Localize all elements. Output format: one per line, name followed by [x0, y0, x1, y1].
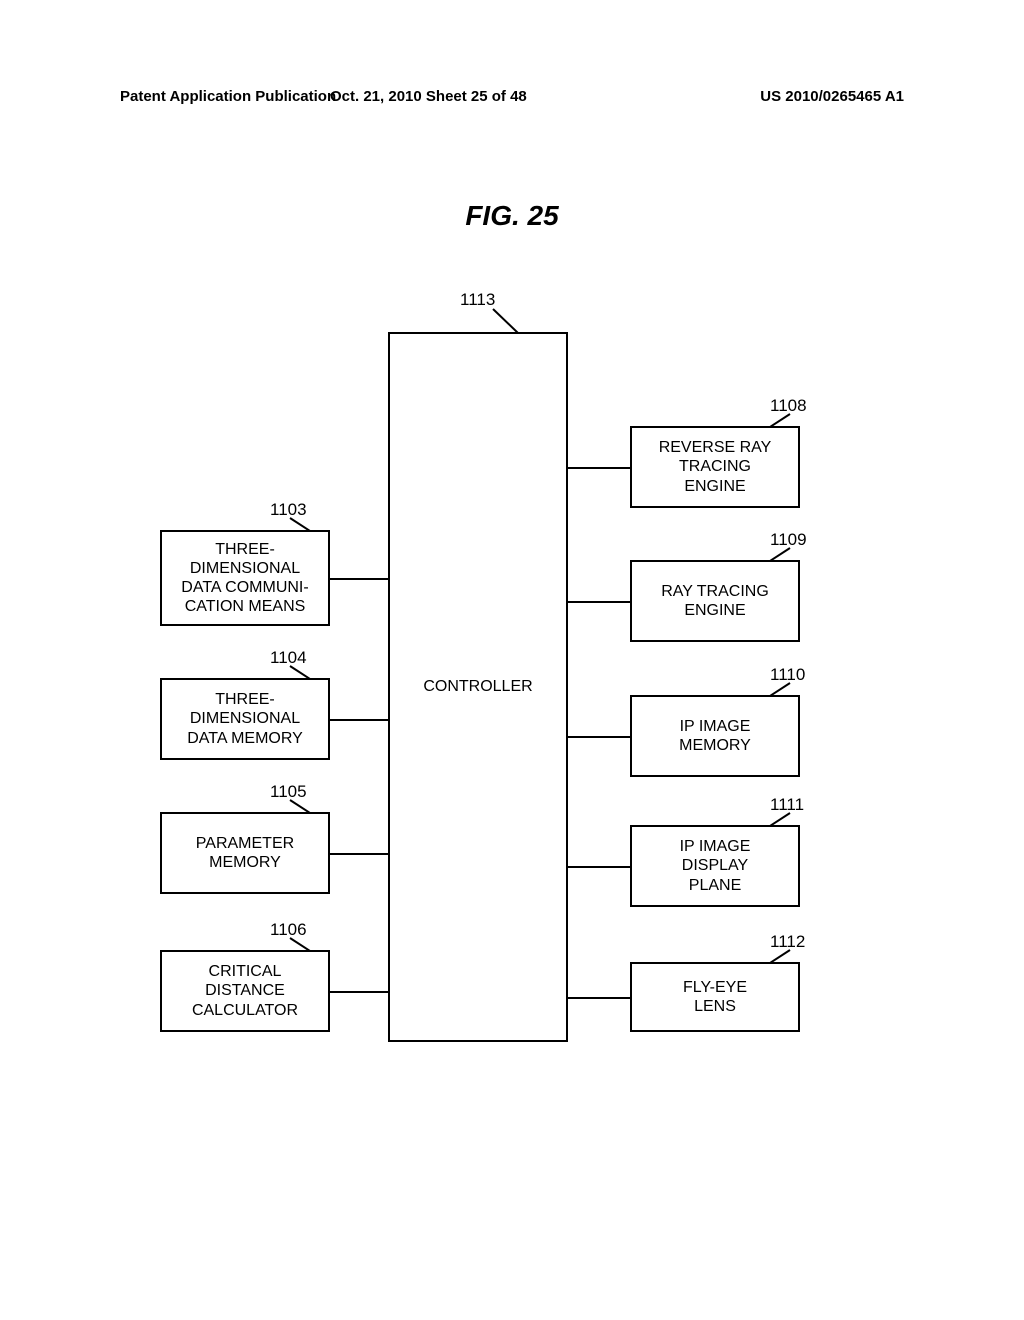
left-num-1: 1104: [270, 648, 307, 668]
right-conn-0: [568, 467, 630, 469]
header-left: Patent Application Publication: [120, 88, 336, 105]
left-num-2: 1105: [270, 782, 307, 802]
controller-leader: [492, 308, 518, 333]
left-1-box: THREE- DIMENSIONAL DATA MEMORY: [160, 678, 330, 760]
left-num-3: 1106: [270, 920, 307, 940]
right-3-box: IP IMAGE DISPLAY PLANE: [630, 825, 800, 907]
right-2-box: IP IMAGE MEMORY: [630, 695, 800, 777]
left-conn-1: [330, 719, 388, 721]
header-right: US 2010/0265465 A1: [760, 88, 904, 105]
right-conn-4: [568, 997, 630, 999]
figure-title: FIG. 25: [0, 200, 1024, 232]
left-2-box: PARAMETER MEMORY: [160, 812, 330, 894]
right-conn-2: [568, 736, 630, 738]
right-1-box: RAY TRACING ENGINE: [630, 560, 800, 642]
left-0-box: THREE- DIMENSIONAL DATA COMMUNI- CATION …: [160, 530, 330, 626]
block-diagram: CONTROLLER1113THREE- DIMENSIONAL DATA CO…: [140, 300, 900, 1060]
right-num-3: 1111: [770, 795, 804, 815]
page-header: Patent Application Publication Oct. 21, …: [0, 88, 1024, 105]
left-conn-3: [330, 991, 388, 993]
left-conn-0: [330, 578, 388, 580]
left-num-0: 1103: [270, 500, 307, 520]
header-center: Oct. 21, 2010 Sheet 25 of 48: [330, 88, 527, 105]
right-conn-1: [568, 601, 630, 603]
left-3-box: CRITICAL DISTANCE CALCULATOR: [160, 950, 330, 1032]
right-0-box: REVERSE RAY TRACING ENGINE: [630, 426, 800, 508]
controller-num: 1113: [460, 290, 495, 310]
controller-box: CONTROLLER: [388, 332, 568, 1042]
left-conn-2: [330, 853, 388, 855]
right-4-box: FLY-EYE LENS: [630, 962, 800, 1032]
right-conn-3: [568, 866, 630, 868]
